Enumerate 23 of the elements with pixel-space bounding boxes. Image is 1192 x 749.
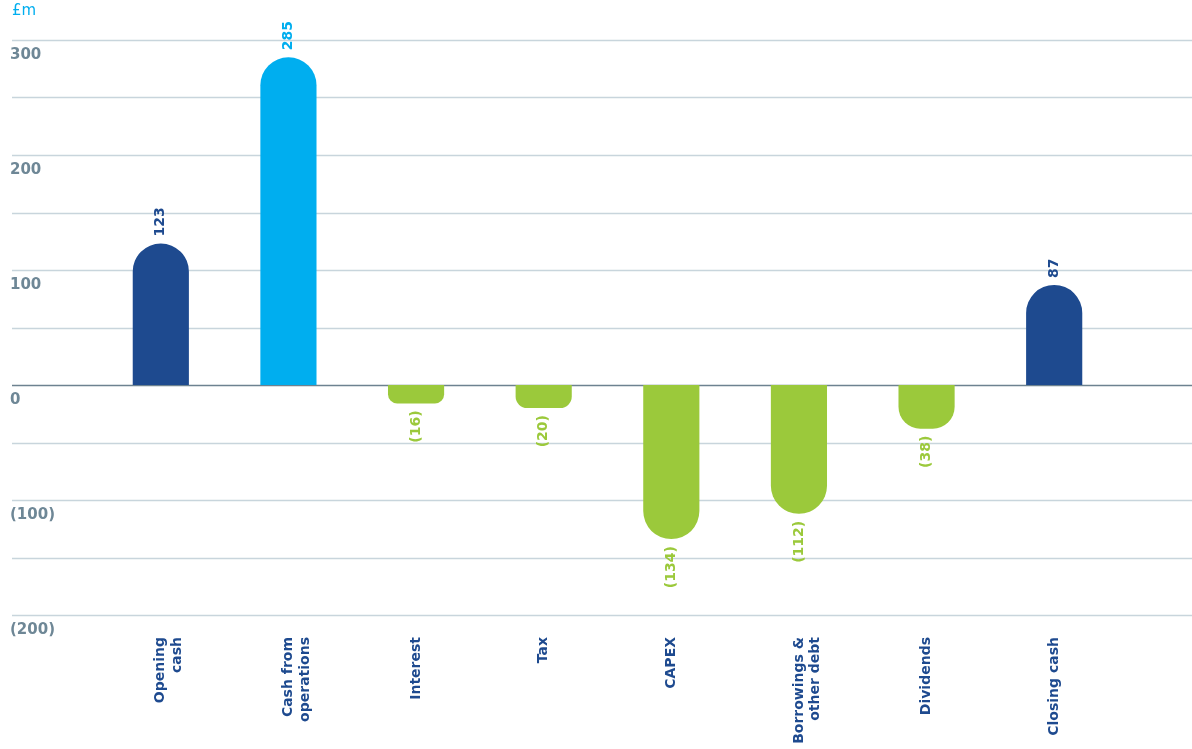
x-tick-label: Interest (406, 636, 423, 700)
x-tick-label: Closing cash (1044, 637, 1061, 736)
data-label: 123 (151, 207, 168, 237)
x-tick-label: Dividends (917, 637, 934, 716)
x-tick-label: Opening cash (151, 637, 185, 704)
y-tick-label: 0 (10, 389, 21, 408)
data-label: (20) (534, 415, 551, 448)
x-tick-label: Cash from operations (279, 637, 312, 722)
y-tick-label: (200) (10, 619, 56, 638)
y-tick-label: 300 (10, 44, 42, 63)
y-tick-label: 100 (10, 274, 42, 293)
data-label: (16) (406, 410, 423, 443)
data-label: 87 (1044, 258, 1061, 278)
x-tick-label: CAPEX (661, 636, 678, 689)
y-tick-label: (100) (10, 504, 56, 523)
data-label: (38) (917, 435, 934, 468)
y-tick-label: 200 (10, 159, 42, 178)
x-tick-label: Tax (534, 637, 551, 664)
data-label: (112) (789, 520, 806, 563)
y-axis-title: £m (12, 1, 37, 20)
data-label: (134) (661, 546, 678, 589)
x-tick-label: Borrowings & other debt (789, 636, 823, 744)
data-label: 285 (279, 21, 296, 51)
